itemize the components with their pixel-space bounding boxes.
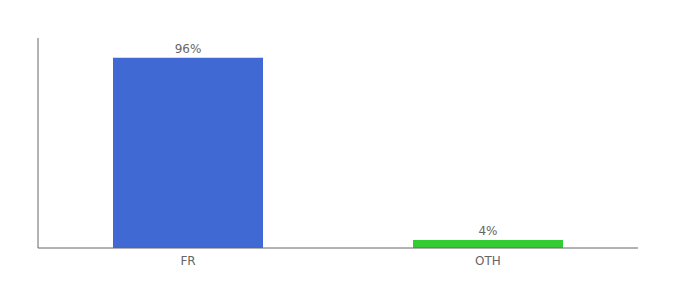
svg-text:96%: 96% — [175, 42, 202, 56]
svg-text:OTH: OTH — [475, 254, 501, 268]
svg-text:FR: FR — [180, 254, 195, 268]
svg-text:4%: 4% — [478, 224, 497, 238]
